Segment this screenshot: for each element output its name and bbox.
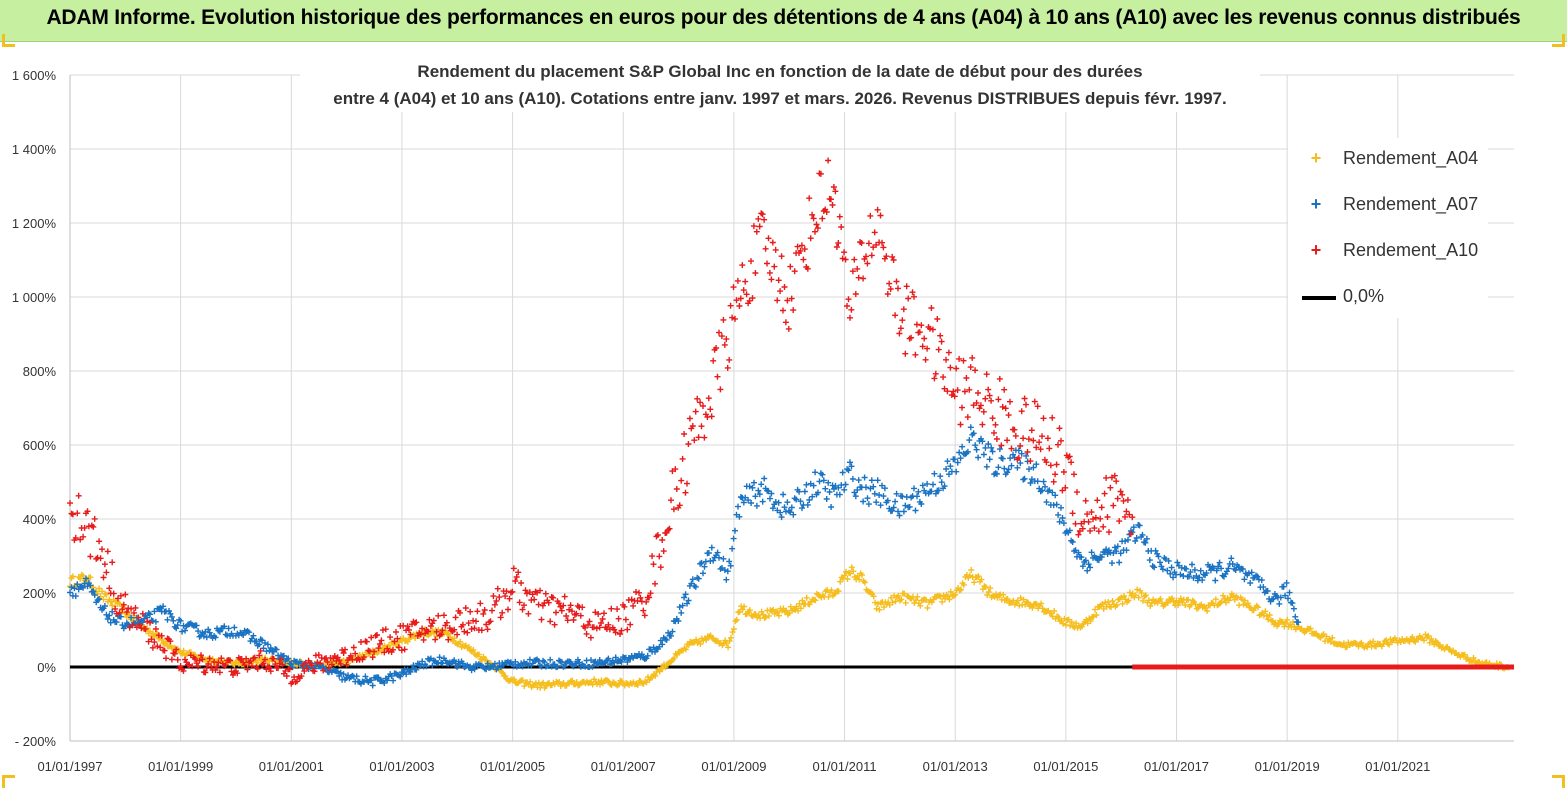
corner-decoration-bottom-left [2, 775, 15, 788]
banner-title: ADAM Informe. Evolution historique des p… [46, 6, 1521, 29]
legend-label-a07: Rendement_A07 [1343, 194, 1479, 214]
series-markers [67, 157, 1136, 687]
x-tick-label: 01/01/2019 [1255, 759, 1320, 774]
y-tick-label: 1 000% [12, 290, 57, 305]
corner-decoration-top-right [1552, 34, 1565, 47]
x-tick-label: 01/01/2015 [1033, 759, 1098, 774]
title-banner: ADAM Informe. Evolution historique des p… [0, 0, 1567, 42]
axis-layer: - 200% 0% 200% 400% 600% 800% 1 000% 1 200% 1 40… [12, 68, 1514, 774]
y-tick-label: 0% [37, 660, 56, 675]
chart-subtitle: entre 4 (A04) et 10 ans (A10). Cotations… [333, 89, 1227, 108]
series-markers [67, 424, 1302, 689]
chart-legend: + Rendement_A04 + Rendement_A07 + Rendem… [1288, 138, 1488, 318]
y-tick-label: 800% [23, 364, 57, 379]
legend-item-a04: + Rendement_A04 [1288, 146, 1488, 172]
legend-marker-a04: + [1310, 148, 1322, 168]
legend-label-a10: Rendement_A10 [1343, 240, 1479, 260]
x-tick-label: 01/01/2011 [813, 759, 877, 774]
x-tick-label: 01/01/2017 [1144, 759, 1209, 774]
y-tick-label: 200% [23, 586, 57, 601]
chart-title: Rendement du placement S&P Global Inc en… [417, 62, 1143, 81]
x-tick-label: 01/01/2005 [480, 759, 545, 774]
legend-marker-a10: + [1310, 240, 1322, 260]
y-tick-label: - 200% [15, 734, 57, 749]
legend-label-a04: Rendement_A04 [1343, 148, 1479, 168]
corner-decoration-top-left [2, 34, 15, 47]
x-tick-label: 01/01/2021 [1365, 759, 1430, 774]
legend-item-a07: + Rendement_A07 [1288, 192, 1488, 218]
y-tick-label: 400% [23, 512, 57, 527]
x-tick-label: 01/01/1997 [37, 759, 102, 774]
legend-line-zero [1302, 296, 1336, 300]
series-rendement-a10 [67, 157, 1136, 687]
y-tick-label: 600% [23, 438, 57, 453]
chart-title-box: Rendement du placement S&P Global Inc en… [300, 58, 1260, 112]
y-tick-label: 1 200% [12, 216, 57, 231]
x-tick-label: 01/01/1999 [148, 759, 213, 774]
x-tick-label: 01/01/2013 [923, 759, 988, 774]
series-layer [67, 157, 1514, 691]
corner-decoration-bottom-right [1552, 775, 1565, 788]
legend-item-a10: + Rendement_A10 [1288, 238, 1488, 264]
y-tick-label: 1 400% [12, 142, 57, 157]
legend-item-zero: 0,0% [1288, 284, 1488, 310]
x-tick-label: 01/01/2001 [259, 759, 324, 774]
series-rendement-a07 [67, 424, 1302, 689]
legend-marker-a07: + [1310, 194, 1322, 214]
x-tick-label: 01/01/2009 [701, 759, 766, 774]
x-tick-label: 01/01/2007 [591, 759, 656, 774]
y-tick-label: 1 600% [12, 68, 57, 83]
x-tick-label: 01/01/2003 [369, 759, 434, 774]
legend-label-zero: 0,0% [1343, 286, 1385, 306]
